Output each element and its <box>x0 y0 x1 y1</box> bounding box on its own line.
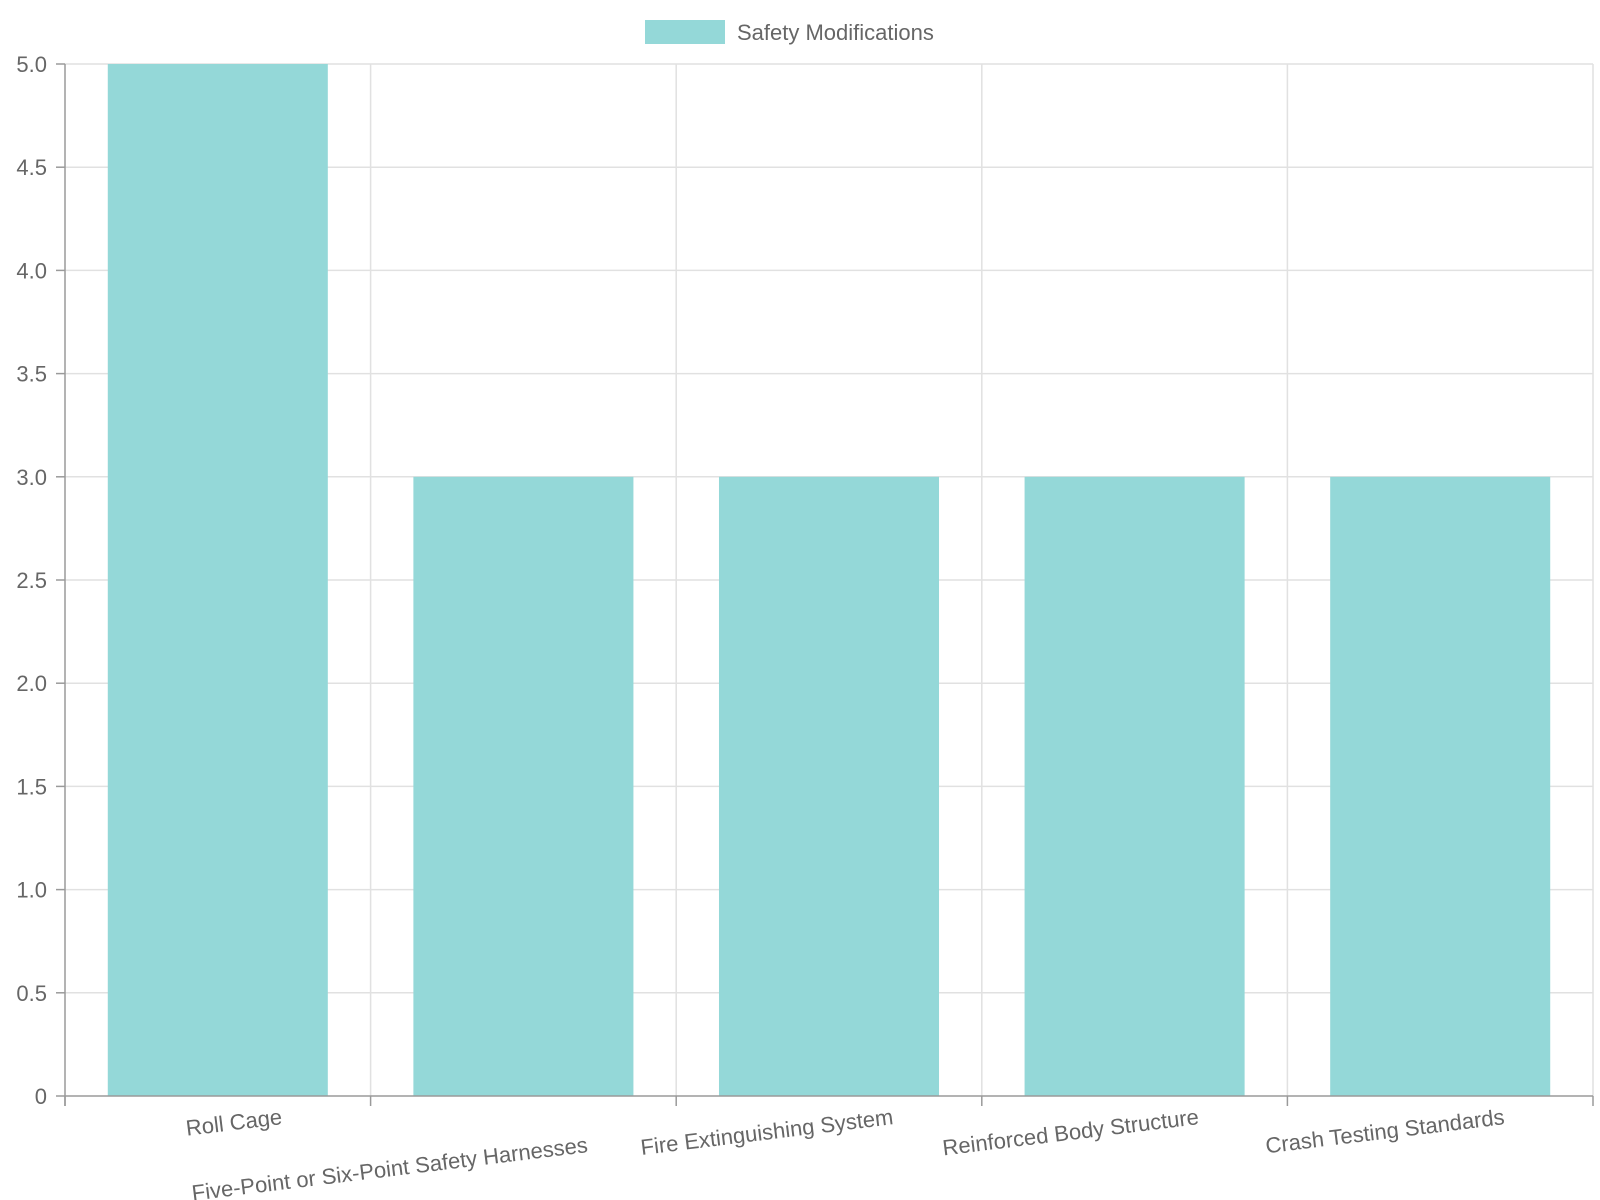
x-tick-label: Crash Testing Standards <box>1264 1104 1506 1158</box>
bar-roll-cage[interactable] <box>107 64 328 1096</box>
axes <box>56 63 1594 1106</box>
x-tick-label: Fire Extinguishing System <box>639 1104 894 1160</box>
y-axis-tick-labels: 0 0.5 1.0 1.5 2.0 2.5 3.0 3.5 4.0 4.5 5.0 <box>16 52 47 1109</box>
bar-fire-extinguishing-system[interactable] <box>718 476 940 1096</box>
y-tick-label: 4.0 <box>16 258 47 283</box>
y-tick-label: 5.0 <box>16 52 47 77</box>
y-tick-label: 3.5 <box>16 362 47 387</box>
x-tick-label: Five-Point or Six-Point Safety Harnesses <box>190 1132 589 1200</box>
y-tick-label: 0.5 <box>16 981 47 1006</box>
legend[interactable]: Safety Modifications <box>645 20 934 45</box>
y-tick-label: 4.5 <box>16 155 47 180</box>
y-tick-label: 0 <box>35 1084 47 1109</box>
bars <box>107 64 1551 1096</box>
bar-five-point-or-six-point-safety-harnesses[interactable] <box>413 476 634 1096</box>
x-tick-label: Roll Cage <box>184 1104 283 1141</box>
legend-swatch <box>645 20 725 44</box>
bar-crash-testing-standards[interactable] <box>1330 476 1551 1096</box>
y-tick-label: 3.0 <box>16 465 47 490</box>
bar-reinforced-body-structure[interactable] <box>1024 476 1245 1096</box>
y-tick-label: 1.0 <box>16 878 47 903</box>
y-tick-label: 2.0 <box>16 671 47 696</box>
x-tick-label: Reinforced Body Structure <box>941 1104 1200 1160</box>
y-tick-label: 1.5 <box>16 774 47 799</box>
legend-label-safety-modifications: Safety Modifications <box>737 20 934 45</box>
y-tick-label: 2.5 <box>16 568 47 593</box>
